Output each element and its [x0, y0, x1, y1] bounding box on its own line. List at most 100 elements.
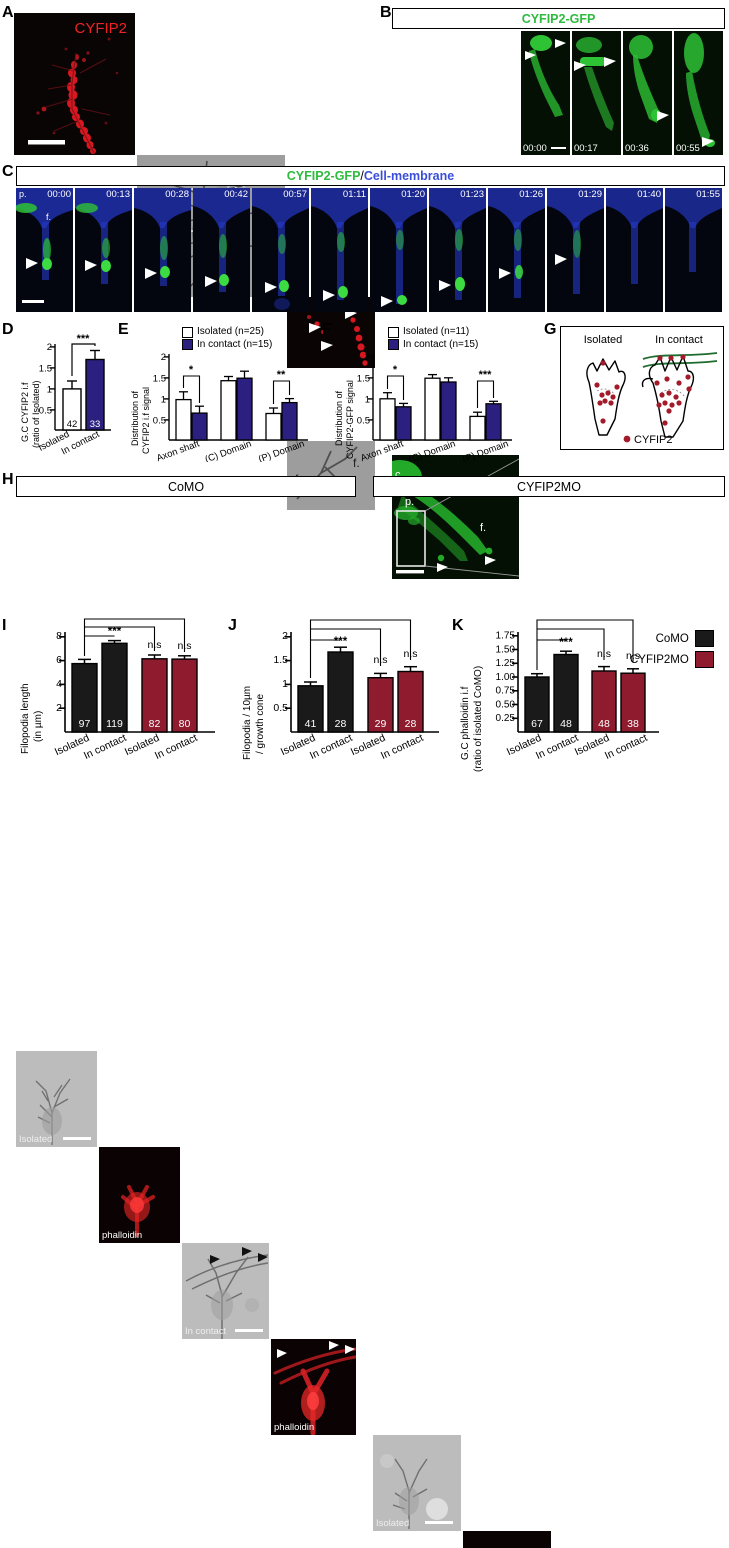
panelC-frame: 01:29	[547, 188, 604, 312]
chart-K: G.C phalloidin i.f (ratio of isolated Co…	[452, 614, 667, 772]
panelC-timestamp: 01:40	[637, 189, 661, 200]
svg-text:1: 1	[365, 395, 370, 406]
legend-swatch-incontact	[182, 339, 193, 351]
svg-text:29: 29	[375, 718, 387, 730]
svg-text:(P) Domain: (P) Domain	[257, 438, 306, 462]
panelG-legend-label: CYFIP2	[634, 434, 673, 446]
panel-label-C: C	[2, 163, 14, 180]
panel-label-G: G	[544, 321, 557, 338]
svg-text:1.5: 1.5	[153, 374, 166, 385]
legend-ijk-swatch-cyfip2mo	[694, 651, 714, 668]
panelG-right-title: In contact	[655, 334, 703, 346]
svg-text:0.50: 0.50	[496, 699, 516, 710]
svg-text:0.5: 0.5	[39, 406, 52, 417]
panelH-tile-como-incontact-phase: In contact	[182, 1243, 269, 1339]
svg-text:1: 1	[161, 395, 166, 406]
svg-text:(P) Domain: (P) Domain	[461, 438, 510, 462]
svg-text:n.s: n.s	[403, 648, 417, 660]
panelB-timelapse-strip: 00:00 00:17	[521, 31, 725, 155]
panelB-label-f: f.	[480, 522, 486, 534]
panelC-header-blue: Cell-membrane	[363, 169, 455, 183]
panelC-frame: 00:42	[193, 188, 250, 312]
svg-text:119: 119	[106, 718, 123, 730]
panelC-timestamp: 00:57	[283, 189, 307, 200]
panelH-tile-label: phalloidin	[102, 1230, 143, 1241]
panelC-timestamp: 00:13	[106, 189, 130, 200]
svg-text:***: ***	[559, 637, 573, 649]
svg-text:48: 48	[598, 718, 610, 730]
panelC-frame: p. f. 00:00	[16, 188, 73, 312]
chart-I: Filopodia length (in µm) 8 6 4 2	[8, 614, 223, 772]
chart-E-legend-label-1: In contact (n=15)	[197, 338, 273, 350]
panelH-scale-bar	[235, 1329, 263, 1332]
panelG-left-title: Isolated	[584, 334, 623, 346]
panelC-frame: 01:40	[606, 188, 663, 312]
panelH-tile-mo-isolated-phalloidin: phalloidin	[463, 1531, 551, 1548]
legend-ijk: CoMO CYFIP2MO	[630, 630, 714, 668]
panelC-timestamp: 01:23	[460, 189, 484, 200]
panelC-timestamp: 01:55	[696, 189, 720, 200]
svg-text:1.5: 1.5	[357, 374, 370, 385]
svg-text:n.s: n.s	[597, 648, 611, 660]
svg-text:1: 1	[47, 385, 52, 396]
panelH-tile-label: Isolated	[376, 1518, 410, 1529]
svg-text:Axon shaft: Axon shaft	[155, 438, 201, 462]
svg-text:97: 97	[79, 718, 91, 730]
panelA-inset-label-f2: f.	[353, 456, 360, 470]
svg-text:**: **	[277, 369, 286, 381]
panelH-right-header-text: CYFIP2MO	[517, 479, 581, 494]
panelB-frame: 00:55	[674, 31, 723, 155]
svg-text:1.00: 1.00	[496, 672, 516, 683]
panelC-frame: 01:26	[488, 188, 545, 312]
panelA-fluorescence-image: CYFIP2	[14, 13, 135, 155]
svg-text:48: 48	[560, 718, 572, 730]
panelC-frame: 01:55	[665, 188, 722, 312]
panelH-scale-bar	[63, 1137, 91, 1140]
svg-text:In contact: In contact	[603, 732, 649, 762]
svg-text:82: 82	[149, 718, 161, 730]
chart-F-legend: Isolated (n=11) In contact (n=15)	[388, 326, 478, 351]
legend-ijk-label-como: CoMO	[655, 632, 689, 645]
panelC-timestamp: 01:29	[578, 189, 602, 200]
svg-text:28: 28	[405, 718, 417, 730]
chart-J-plot: 2 1.5 1 0.5	[273, 619, 439, 762]
svg-text:0.25: 0.25	[496, 713, 516, 724]
chart-F-legend-label-0: Isolated (n=11)	[403, 326, 470, 337]
chart-D-plot: 2 1.5 1 0.5	[37, 333, 111, 457]
svg-text:***: ***	[108, 626, 122, 638]
panelB-header: CYFIP2-GFP	[392, 8, 725, 29]
panelH-tile-mo-isolated-phase: Isolated	[373, 1435, 461, 1531]
panelC-header: CYFIP2-GFP / Cell-membrane	[16, 166, 725, 186]
panelC-timestamp: 00:42	[224, 189, 248, 200]
panel-label-I: I	[2, 617, 7, 634]
panelC-frame: 00:57	[252, 188, 309, 312]
svg-text:28: 28	[335, 718, 347, 730]
panelC-frame: 01:20	[370, 188, 427, 312]
panelC-header-separator: /	[360, 169, 364, 183]
legend-swatch-isolated	[182, 326, 193, 338]
svg-text:38: 38	[627, 718, 639, 730]
panel-label-F: F	[322, 321, 332, 338]
panelH-tile-como-incontact-phalloidin: phalloidin	[271, 1339, 356, 1435]
svg-text:2: 2	[161, 352, 166, 363]
svg-text:0.75: 0.75	[496, 686, 516, 697]
panelC-timelapse-strip: p. f. 00:00 00:13	[16, 188, 725, 312]
svg-text:1.5: 1.5	[273, 654, 288, 666]
panelC-timestamp: 01:26	[519, 189, 543, 200]
svg-text:2: 2	[365, 352, 370, 363]
panelB-timestamp: 00:55	[676, 143, 700, 154]
panelC-header-green: CYFIP2-GFP	[286, 169, 361, 183]
svg-text:n.s: n.s	[373, 654, 387, 666]
panelB-label-p: p.	[405, 496, 414, 508]
svg-text:n.s: n.s	[177, 640, 191, 652]
chart-D-ylabel-line1: G.C CYFIP2 i.f	[20, 382, 30, 442]
panelC-label-p: p.	[19, 189, 27, 199]
svg-text:0.5: 0.5	[153, 416, 166, 427]
svg-text:1.50: 1.50	[496, 644, 516, 655]
svg-text:***: ***	[334, 636, 348, 648]
chart-E-plot: 2 1.5 1 0.5 *	[153, 352, 308, 462]
panelC-timestamp: 00:00	[47, 189, 71, 200]
panelH-scale-bar	[425, 1521, 453, 1524]
chart-E-legend: Isolated (n=25) In contact (n=15)	[182, 326, 272, 351]
chart-F: Distribution of CYFIP2-GFP signal Isolat…	[326, 326, 516, 462]
